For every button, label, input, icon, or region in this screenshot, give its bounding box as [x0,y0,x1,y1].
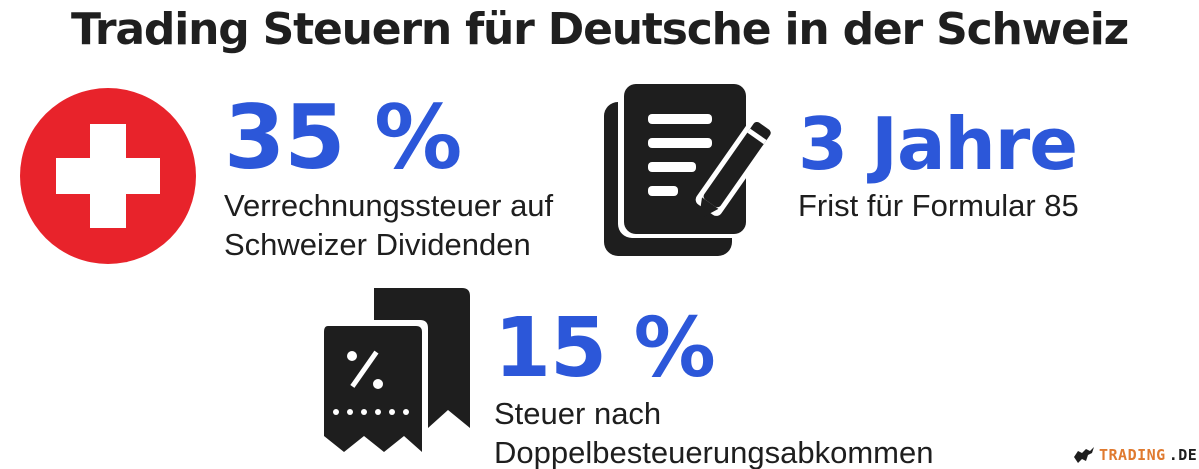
logo-text-main: TRADING [1099,446,1166,464]
logo-text-domain: .DE [1168,446,1198,464]
description-line: Schweizer Dividenden [224,227,531,262]
stat-value: 15 % [494,301,716,396]
document-pen-icon [604,80,776,256]
stat-deadline: 3 Jahre Frist für Formular 85 [798,108,1079,225]
description-line: Frist für Formular 85 [798,188,1079,223]
bull-icon [1074,447,1094,463]
swiss-flag-icon [20,88,196,264]
stat-withholding-tax: 35 % Verrechnungssteuer auf Schweizer Di… [224,94,553,264]
stat-value: 3 Jahre [798,102,1078,186]
description-line: Steuer nach [494,396,662,431]
description-line: Doppelbesteuerungsabkommen [494,435,934,469]
description-line: Verrechnungssteuer auf [224,188,554,223]
stat-description: Steuer nach Doppelbesteuerungsabkommen [494,394,933,469]
stat-description: Frist für Formular 85 [798,186,1079,225]
stat-double-taxation: 15 % Steuer nach Doppelbesteuerungsabkom… [494,308,933,469]
stat-description: Verrechnungssteuer auf Schweizer Dividen… [224,186,553,264]
page-title: Trading Steuern für Deutsche in der Schw… [70,4,1129,55]
brand-logo: TRADING .DE [1072,443,1197,467]
stat-value: 35 % [224,86,462,189]
tax-receipt-icon [318,288,470,462]
